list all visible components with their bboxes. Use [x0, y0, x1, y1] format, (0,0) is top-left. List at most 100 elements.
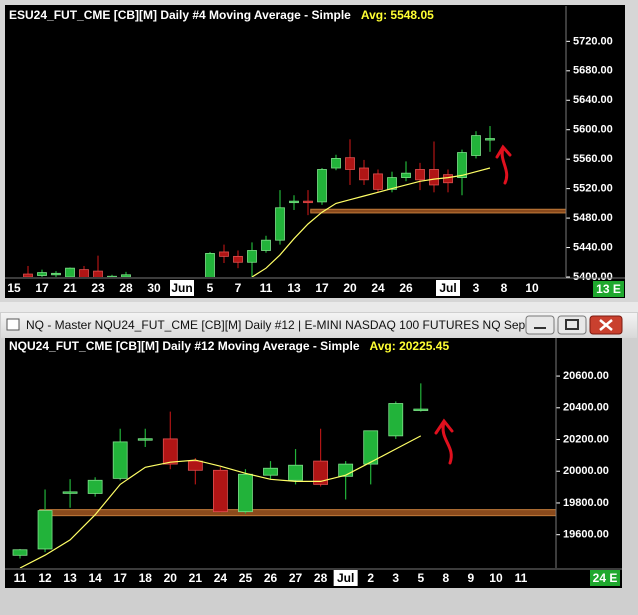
candle-body — [415, 169, 425, 181]
maximize-icon — [565, 319, 579, 330]
candle-body — [12, 549, 28, 556]
x-tick-label: 17 — [315, 281, 329, 295]
candle-body — [247, 250, 257, 263]
x-tick-label: 9 — [468, 571, 475, 585]
candle-body — [37, 510, 53, 550]
y-tick-label: 20600.00 — [563, 370, 609, 382]
x-tick-label: 27 — [289, 571, 303, 585]
support-zone — [39, 509, 556, 517]
candle-body — [62, 491, 78, 494]
x-tick-label: 23 — [91, 281, 105, 295]
candle-body — [413, 408, 429, 411]
x-tick-label: 20 — [343, 281, 357, 295]
x-tick-label: Jul — [337, 571, 354, 585]
y-tick-label: 5560.00 — [573, 153, 613, 165]
y-tick-label: 5600.00 — [573, 124, 613, 136]
y-tick-label: 20200.00 — [563, 433, 609, 445]
y-tick-label: 5480.00 — [573, 212, 613, 224]
x-tick-label: 11 — [14, 571, 27, 585]
candle-body — [457, 152, 467, 178]
x-tick-label: 13 — [287, 281, 301, 295]
x-tick-label: 28 — [314, 571, 328, 585]
x-tick-label: 3 — [392, 571, 399, 585]
candle-body — [388, 403, 404, 437]
candle-body — [345, 157, 355, 170]
y-tick-label: 5520.00 — [573, 183, 613, 195]
candle-body — [37, 272, 47, 276]
candle-body — [373, 173, 383, 190]
x-tick-label: 26 — [399, 281, 413, 295]
x-tick-label: 18 — [139, 571, 153, 585]
candle-body — [79, 269, 89, 277]
candle-body — [313, 460, 329, 485]
x-tick-label: 10 — [525, 281, 539, 295]
corner-label: 13 E — [596, 282, 621, 296]
moving-average — [251, 167, 491, 277]
candle-body — [289, 200, 299, 204]
x-tick-label: 30 — [147, 281, 161, 295]
corner-box — [593, 281, 624, 297]
x-tick-label: 17 — [35, 281, 49, 295]
month-highlight — [170, 280, 194, 296]
candle-body — [238, 473, 253, 513]
x-tick-label: 8 — [443, 571, 450, 585]
x-tick-label: 13 — [63, 571, 77, 585]
x-tick-label: 25 — [239, 571, 253, 585]
candle-body — [112, 441, 128, 479]
x-tick-label: 28 — [119, 281, 133, 295]
annotation-arrow — [434, 418, 454, 465]
corner-label: 24 E — [593, 571, 618, 585]
minimize-button[interactable] — [525, 315, 555, 335]
x-tick-label: Jul — [439, 281, 456, 295]
chart-panel — [5, 5, 625, 298]
candle-body — [137, 438, 153, 441]
annotation-arrow — [495, 144, 512, 185]
avg-label: Avg: 20225.45 — [370, 339, 450, 353]
candle-body — [187, 460, 203, 471]
candle-body — [359, 167, 369, 181]
x-tick-label: 10 — [489, 571, 503, 585]
y-tick-label: 19800.00 — [563, 497, 609, 509]
candle-body — [261, 239, 271, 251]
x-tick-label: 14 — [88, 571, 102, 585]
x-tick-label: 5 — [417, 571, 424, 585]
candle-body — [317, 169, 327, 203]
x-tick-label: 15 — [7, 281, 21, 295]
x-tick-label: 5 — [207, 281, 214, 295]
x-tick-label: 7 — [235, 281, 242, 295]
candle-body — [51, 272, 61, 276]
y-tick-label: 5720.00 — [573, 35, 613, 47]
candle-body — [387, 177, 397, 190]
moving-average — [19, 435, 422, 568]
x-tick-label: 3 — [473, 281, 480, 295]
candle-body — [338, 463, 354, 477]
chart-title: NQU24_FUT_CME [CB][M] Daily #12 Moving A… — [9, 339, 360, 353]
candle-body — [233, 255, 243, 263]
x-tick-label: 12 — [38, 571, 52, 585]
chart-title: ESU24_FUT_CME [CB][M] Daily #4 Moving Av… — [9, 8, 351, 22]
x-tick-label: 11 — [260, 281, 273, 295]
candle-body — [263, 467, 278, 476]
y-tick-label: 5440.00 — [573, 241, 613, 253]
x-tick-label: 8 — [501, 281, 508, 295]
maximize-button[interactable] — [557, 315, 587, 335]
month-highlight — [333, 570, 358, 586]
x-tick-label: 20 — [164, 571, 178, 585]
x-tick-label: Jun — [171, 281, 192, 295]
y-tick-label: 5680.00 — [573, 65, 613, 77]
candle-body — [121, 274, 131, 277]
x-tick-label: 21 — [189, 571, 203, 585]
y-tick-label: 5640.00 — [573, 94, 613, 106]
candle-body — [65, 267, 75, 277]
candle-body — [429, 169, 439, 186]
candle-body — [401, 172, 411, 178]
y-tick-label: 20400.00 — [563, 402, 609, 414]
candle-body — [443, 174, 453, 184]
x-tick-label: 2 — [367, 571, 374, 585]
y-tick-label: 5400.00 — [573, 271, 613, 283]
y-tick-label: 20000.00 — [563, 465, 609, 477]
x-tick-label: 11 — [515, 571, 528, 585]
candle-body — [303, 200, 313, 204]
